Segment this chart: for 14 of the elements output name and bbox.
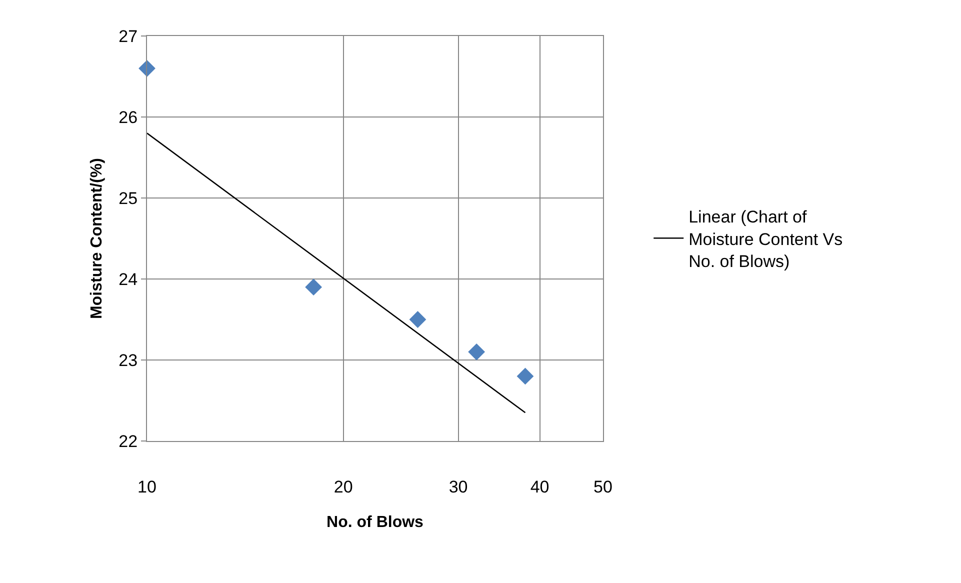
x-tick-label: 10 — [138, 477, 156, 496]
x-tick-label: 40 — [530, 477, 550, 496]
x-tick-label: 20 — [334, 477, 353, 496]
y-tick-label: 25 — [118, 188, 138, 208]
x-tick-label: 30 — [448, 477, 468, 496]
y-tick-label: 24 — [118, 270, 138, 289]
y-tick-label: 22 — [118, 432, 138, 451]
x-tick-label: 50 — [594, 477, 612, 496]
legend-label: Linear (Chart of Moisture Content Vs No. of Blows) — [688, 208, 843, 271]
y-axis-title: Moisture Content/(%) — [88, 158, 106, 319]
x-axis-title: No. of Blows — [326, 514, 424, 532]
y-tick-label: 23 — [118, 350, 138, 370]
y-tick-label: 27 — [118, 26, 138, 46]
y-tick-label: 26 — [118, 108, 138, 127]
